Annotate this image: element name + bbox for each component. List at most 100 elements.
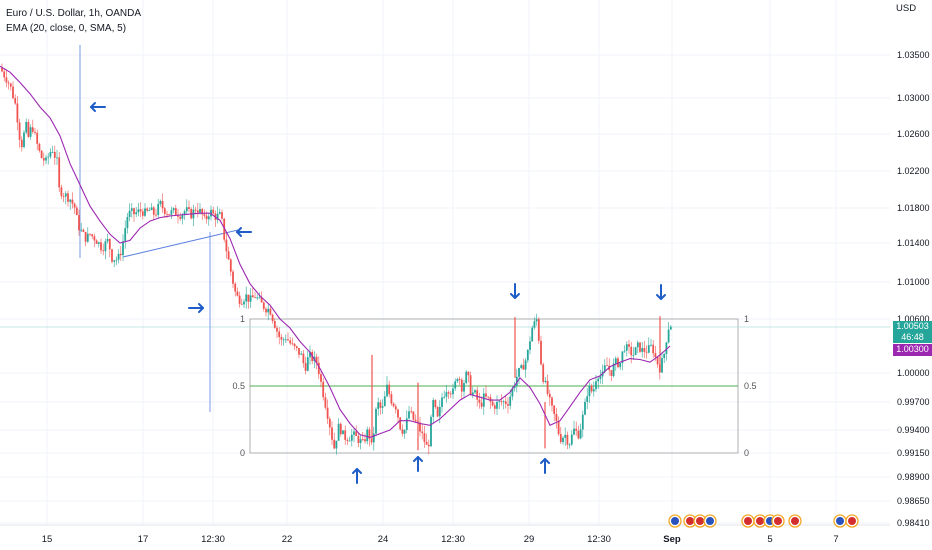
candle-body (491, 401, 494, 406)
time-axis[interactable]: 15 17 12:30 22 24 12:30 29 12:30 Sep 5 7 (0, 524, 890, 545)
candle-body (645, 351, 648, 353)
candle-body (262, 302, 265, 309)
candle-body (229, 259, 232, 272)
candle-body (606, 365, 608, 367)
candle-body (641, 348, 644, 352)
candle-body (60, 187, 63, 197)
candle-body (408, 411, 410, 419)
event-dot (696, 517, 704, 525)
candle-body (157, 203, 160, 216)
candle-body (575, 428, 578, 431)
candle-body (56, 157, 58, 159)
candle-body (529, 341, 531, 350)
candle-body (592, 389, 595, 392)
candle-body (647, 345, 650, 353)
candle-body (628, 344, 630, 347)
time-tick-label: 12:30 (201, 534, 225, 545)
ema-price-badge: 1.00300 (893, 344, 932, 356)
candle-body (144, 208, 146, 216)
candle-body (218, 212, 221, 214)
candle-body (104, 241, 107, 252)
candle-body (166, 213, 168, 215)
candle-body (130, 208, 133, 211)
economic-events[interactable] (668, 514, 859, 528)
candle-body (509, 396, 512, 406)
candle-body (89, 233, 91, 235)
indicator-title[interactable]: EMA (20, close, 0, SMA, 5) (6, 23, 127, 34)
candle-body (544, 380, 547, 382)
candle-body (381, 406, 384, 408)
candle-body (194, 209, 197, 211)
candle-body (515, 376, 518, 387)
candle-body (82, 229, 85, 232)
currency-label: USD (896, 3, 917, 14)
arrow-markers[interactable] (90, 102, 666, 484)
price-axis[interactable]: 1.03500 1.03000 1.02600 1.02200 1.01800 1.014… (897, 50, 930, 528)
candle-body (487, 396, 490, 398)
candle-body (355, 431, 358, 437)
candle-body (23, 132, 25, 148)
candle-body (36, 132, 39, 144)
candle-body (524, 360, 527, 370)
candle-body (12, 86, 14, 99)
candle-body (93, 236, 96, 241)
candle-body (172, 208, 175, 211)
candle-body (141, 211, 144, 216)
candle-body (108, 238, 111, 250)
candle-body (119, 253, 122, 256)
candle-body (236, 291, 239, 296)
candle-body (463, 383, 465, 392)
candle-body (372, 433, 375, 443)
arrow-left-icon (90, 102, 106, 112)
candle-body (636, 342, 639, 348)
candle-body (238, 295, 241, 304)
candle-body (326, 407, 329, 419)
arrow-up-icon (413, 456, 423, 472)
candle-body (414, 419, 417, 422)
candle-body (610, 370, 613, 376)
fib-retracement[interactable]: 1 1 0.5 0.5 0 0 (0, 314, 890, 458)
candle-body (449, 393, 452, 395)
candle-body (489, 397, 492, 402)
event-flag-icon (668, 514, 682, 528)
trend-line (122, 229, 239, 258)
last-price-badge: 1.00503 46:48 (893, 321, 932, 343)
fib-level-label: 1 (744, 314, 749, 324)
candle-body (115, 259, 118, 261)
symbol-title[interactable]: Euro / U.S. Dollar, 1h, OANDA (6, 8, 142, 19)
candle-body (599, 376, 602, 379)
candle-body (51, 151, 54, 153)
arrow-left-icon (236, 227, 252, 237)
candle-body (394, 406, 397, 410)
candle-body (390, 394, 393, 404)
candle-body (392, 403, 395, 407)
price-tick-label: 1.03000 (897, 93, 930, 103)
candle-body (588, 385, 591, 397)
trend-line-drawings[interactable] (79, 45, 239, 412)
price-tick-label: 1.00600 (897, 314, 930, 324)
candle-body (471, 392, 474, 395)
fib-level-label: 0 (744, 448, 749, 458)
candle-body (124, 228, 127, 242)
candle-body (225, 239, 228, 252)
arrow-up-icon (352, 468, 362, 484)
time-tick-label: 22 (282, 534, 293, 545)
candle-body (432, 400, 435, 417)
candle-body (181, 214, 184, 219)
candle-body (38, 143, 41, 151)
candle-body (188, 207, 190, 209)
arrow-head (656, 294, 666, 300)
ema-line (0, 65, 671, 438)
candle-body (370, 438, 373, 443)
candle-body (260, 297, 263, 303)
event-dot (706, 517, 714, 525)
candle-body (45, 157, 47, 161)
candle-body (661, 358, 663, 373)
candle-body (216, 213, 219, 220)
candle-body (522, 365, 525, 370)
candle-body (221, 212, 223, 219)
candle-body (388, 384, 391, 395)
candle-body (667, 329, 670, 343)
candle-body (139, 209, 142, 212)
